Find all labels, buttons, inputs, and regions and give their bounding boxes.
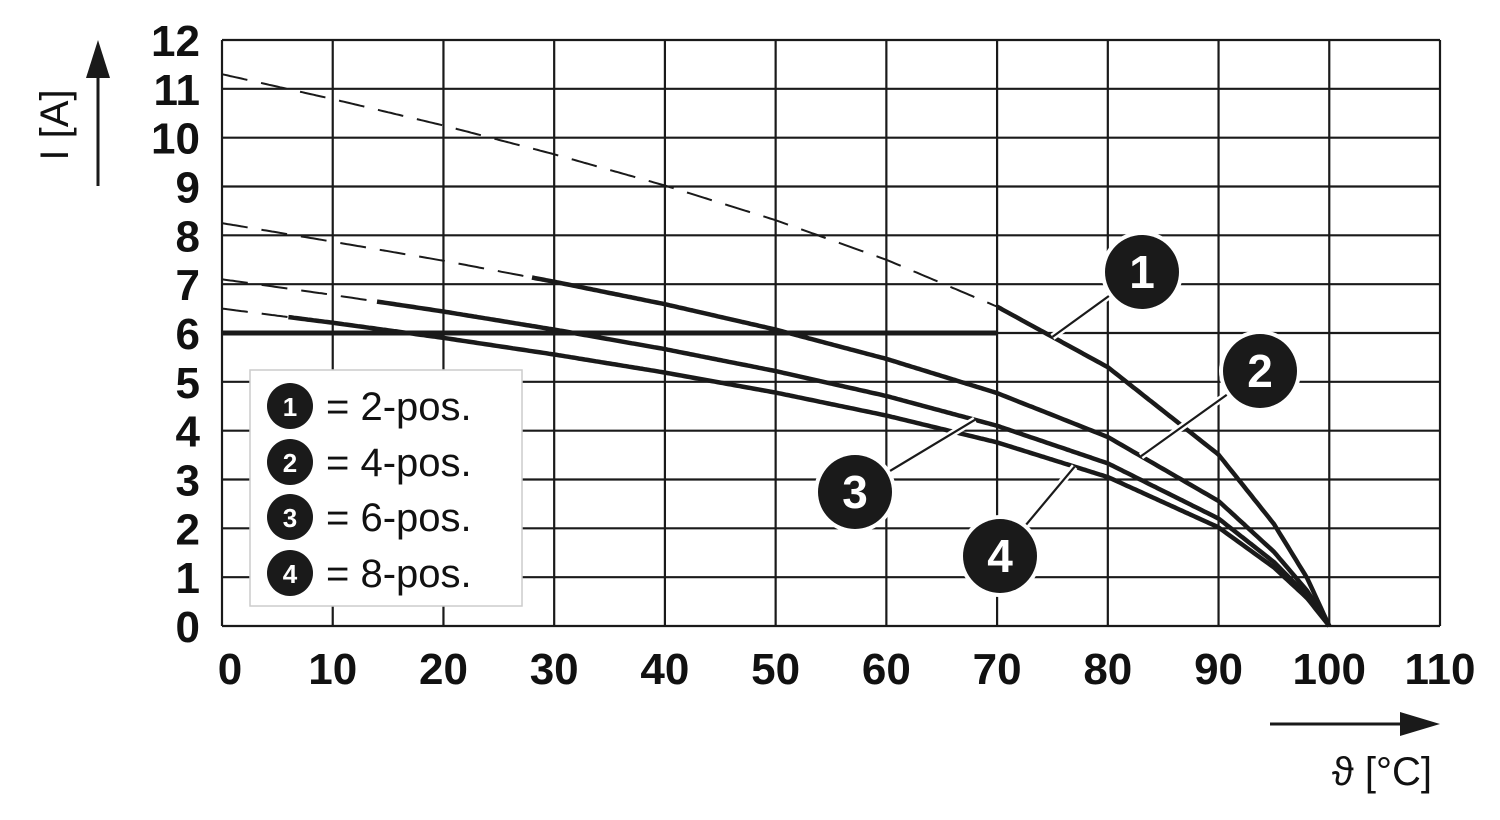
legend-marker-label-4: 4	[283, 559, 298, 589]
legend-marker-label-1: 1	[283, 392, 297, 422]
y-tick-label: 4	[176, 408, 201, 457]
x-tick-label: 30	[530, 645, 579, 694]
y-tick-label: 8	[176, 212, 200, 261]
y-tick-label: 2	[176, 505, 200, 554]
legend-marker-label-3: 3	[283, 503, 297, 533]
curve-dashed-3	[221, 278, 378, 303]
y-tick-label: 7	[176, 261, 200, 310]
legend: 1 = 2-pos. 2 = 4-pos. 3 = 6-pos. 4 = 8-p…	[249, 369, 523, 607]
y-tick-label: 0	[176, 603, 200, 652]
legend-entry-1: 1 = 2-pos.	[267, 383, 472, 429]
legend-label-1: = 2-pos.	[326, 385, 472, 429]
callout-label-3: 3	[842, 466, 868, 518]
x-tick-label: 80	[1083, 645, 1132, 694]
curve-solid-4	[288, 314, 1332, 628]
legend-marker-4	[267, 550, 313, 596]
legend-marker-1	[267, 383, 313, 429]
legend-entry-3: 3 = 6-pos.	[267, 494, 472, 540]
x-tick-label: 0	[218, 645, 242, 694]
x-tick-label: 20	[419, 645, 468, 694]
y-tick-label: 1	[176, 554, 200, 603]
legend-label-3: = 6-pos.	[326, 496, 472, 540]
curve-dashed-2	[221, 222, 533, 279]
legend-label-2: = 4-pos.	[326, 441, 472, 485]
callout-label-1: 1	[1129, 246, 1155, 298]
y-tick-label: 10	[151, 115, 200, 164]
curve-markers: 1 2 3 4	[814, 231, 1301, 597]
x-tick-label: 40	[640, 645, 689, 694]
curve-solid-3	[376, 299, 1332, 628]
legend-entry-2: 2 = 4-pos.	[267, 439, 472, 485]
y-axis-arrowhead	[86, 40, 110, 78]
callout-marker-3	[818, 455, 892, 529]
y-tick-label: 11	[153, 66, 200, 115]
callout-label-2: 2	[1247, 345, 1273, 397]
curve-dashed-4	[221, 307, 289, 319]
callout-marker-2	[1223, 334, 1297, 408]
x-tick-label: 70	[973, 645, 1022, 694]
x-tick-label: 10	[308, 645, 357, 694]
y-axis-label: I [A]	[33, 89, 77, 160]
x-tick-label: 60	[862, 645, 911, 694]
x-tick-label: 50	[751, 645, 800, 694]
x-tick-label: 100	[1293, 645, 1366, 694]
legend-label-4: = 8-pos.	[326, 552, 472, 596]
callout-marker-1	[1105, 235, 1179, 309]
y-tick-label: 12	[151, 17, 200, 66]
legend-entry-4: 4 = 8-pos.	[267, 550, 472, 596]
curve-solid-2	[531, 275, 1332, 628]
axis-ticks: 0 10 20 30 40 50 60 70 80 90 100 110012345678910111…	[151, 17, 1475, 694]
callout-label-4: 4	[987, 530, 1013, 582]
x-axis-label-group: ϑ [°C]	[1270, 712, 1440, 794]
y-tick-label: 9	[176, 164, 200, 213]
x-tick-label: 90	[1194, 645, 1243, 694]
legend-marker-3	[267, 494, 313, 540]
y-tick-label: 3	[176, 457, 200, 506]
x-axis-arrowhead	[1400, 712, 1440, 736]
curve-dashed-1	[221, 73, 998, 308]
y-tick-label: 6	[176, 310, 200, 359]
legend-marker-2	[267, 439, 313, 485]
legend-marker-label-2: 2	[283, 448, 297, 478]
y-axis-label-group: I [A]	[33, 40, 110, 186]
x-tick-label: 110	[1405, 645, 1476, 694]
x-axis-label: ϑ [°C]	[1332, 750, 1432, 794]
y-tick-label: 5	[176, 359, 200, 408]
callout-marker-4	[963, 519, 1037, 593]
